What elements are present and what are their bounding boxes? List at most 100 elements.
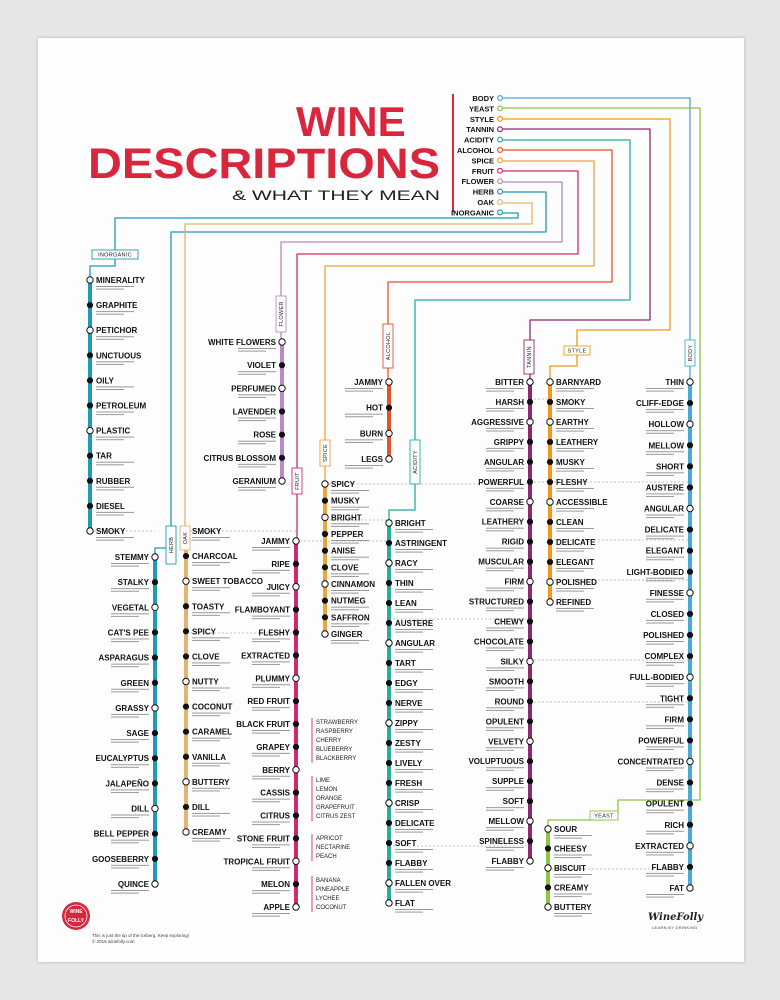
station-spice-7 — [321, 597, 329, 604]
station-oak-3 — [182, 603, 190, 610]
station-label-herb-2: VEGETAL — [112, 603, 149, 612]
station-flower-0 — [278, 338, 286, 346]
station-label-herb-1: STALKY — [118, 578, 150, 587]
station-desc-tannin-15-0 — [486, 687, 524, 689]
station-desc-body-9-0 — [646, 577, 684, 579]
station-desc-acidity-15-0 — [395, 829, 433, 830]
legend-dot-fruit — [497, 167, 504, 174]
station-inorganic-10 — [86, 527, 94, 535]
station-style-8 — [546, 538, 554, 546]
station-desc-body-12-0 — [646, 641, 684, 642]
station-alcohol-0 — [385, 378, 393, 386]
station-label-body-0: THIN — [665, 378, 684, 387]
station-label-style-4: MUSKY — [556, 458, 586, 467]
fruit-lists: STRAWBERRY RASPBERRY CHERRY BLUEBERRY BLACKB… — [311, 718, 358, 912]
station-desc-acidity-17-1 — [395, 871, 423, 873]
station-label-oak-0: SMOKY — [192, 527, 222, 536]
station-acidity-9 — [385, 699, 393, 707]
station-desc-body-22-0 — [646, 851, 684, 853]
line-yeast: SOUR CHEESY BISCUIT CREAMY BUTTERY — [544, 825, 592, 917]
station-label-tannin-6: COARSE — [490, 498, 525, 507]
station-label-tannin-11: STRUCTURED — [469, 598, 524, 607]
box-label-alcohol: ALCOHOL — [386, 332, 392, 360]
station-herb-8 — [151, 755, 159, 762]
legend-dot-acidity — [497, 136, 504, 143]
station-desc-inorganic-5-1 — [96, 414, 124, 416]
station-desc-body-0-1 — [646, 390, 674, 392]
station-desc-acidity-18-1 — [395, 891, 423, 893]
station-desc-style-10-0 — [556, 588, 594, 589]
station-desc-acidity-2-1 — [395, 571, 423, 573]
station-label-oak-5: CLOVE — [192, 652, 220, 661]
station-label-fruit-11: CASSIS — [260, 789, 290, 798]
station-tannin-18 — [526, 737, 534, 745]
station-desc-body-8-1 — [646, 559, 674, 561]
station-fruit-6 — [292, 674, 300, 682]
station-body-9 — [686, 568, 694, 575]
station-label-style-9: ELEGANT — [556, 558, 594, 567]
station-label-spice-8: SAFFRON — [331, 613, 370, 622]
station-label-body-1: CLIFF-EDGE — [636, 399, 685, 408]
station-herb-9 — [151, 780, 159, 787]
station-desc-style-2-0 — [556, 428, 594, 429]
station-herb-5 — [151, 679, 159, 686]
station-desc-inorganic-3-1 — [96, 363, 124, 365]
station-desc-fruit-16-0 — [252, 913, 290, 914]
station-desc-flower-6-0 — [238, 487, 276, 488]
station-label-acidity-13: FRESH — [395, 779, 422, 788]
station-desc-yeast-3-0 — [554, 893, 592, 895]
station-label-herb-9: JALAPEÑO — [105, 779, 149, 788]
legend-item-tannin: TANNIN — [466, 125, 494, 134]
box-label-oak: OAK — [183, 532, 189, 545]
station-desc-flower-4-0 — [238, 440, 276, 442]
station-desc-body-6-1 — [646, 517, 674, 519]
station-desc-body-16-1 — [646, 727, 674, 729]
legend-dot-spice — [497, 157, 504, 164]
station-desc-body-13-0 — [646, 662, 684, 664]
station-desc-herb-4-1 — [111, 666, 139, 668]
station-fruit-14 — [292, 857, 300, 865]
station-acidity-17 — [385, 859, 393, 867]
legend-item-spice: SPICE — [471, 156, 494, 165]
station-desc-acidity-13-0 — [395, 789, 433, 790]
station-desc-body-23-1 — [646, 875, 674, 877]
box-label-flower: FLOWER — [279, 301, 285, 326]
station-herb-3 — [151, 629, 159, 636]
station-label-style-6: ACCESSIBLE — [556, 498, 608, 507]
station-label-body-21: RICH — [664, 821, 684, 830]
fruit-list-citrus-0: LIME — [316, 778, 330, 784]
station-desc-inorganic-8-1 — [96, 489, 124, 491]
station-label-acidity-19: FLAT — [395, 899, 415, 908]
station-desc-style-2-1 — [556, 430, 584, 432]
station-desc-body-19-1 — [646, 791, 674, 793]
box-yeast — [589, 810, 619, 821]
station-body-23 — [686, 863, 694, 871]
station-desc-acidity-5-0 — [395, 629, 433, 630]
station-desc-acidity-15-1 — [395, 831, 423, 833]
box-inorganic — [91, 249, 139, 260]
station-desc-body-5-1 — [646, 496, 674, 498]
station-style-3 — [546, 438, 554, 446]
station-desc-fruit-3-1 — [252, 618, 280, 620]
station-desc-body-0-0 — [646, 388, 684, 389]
station-label-oak-12: CREAMY — [192, 828, 227, 837]
station-desc-alcohol-0-0 — [345, 388, 383, 389]
station-desc-spice-0-0 — [331, 490, 369, 491]
station-desc-fruit-11-0 — [252, 798, 290, 800]
station-fruit-0 — [292, 537, 300, 545]
station-oak-4 — [182, 628, 190, 635]
station-desc-herb-9-1 — [111, 791, 139, 793]
station-desc-acidity-10-0 — [395, 729, 433, 730]
station-desc-acidity-10-1 — [395, 731, 423, 733]
route-inorganic — [114, 212, 519, 250]
station-desc-tannin-20-1 — [486, 789, 514, 791]
station-flower-1 — [278, 362, 286, 369]
station-desc-fruit-4-0 — [252, 638, 290, 640]
station-fruit-2 — [292, 583, 300, 591]
station-herb-10 — [151, 804, 159, 813]
station-body-18 — [686, 757, 694, 766]
station-body-19 — [686, 779, 694, 786]
station-desc-fruit-2-0 — [252, 592, 290, 594]
station-desc-tannin-18-1 — [486, 749, 514, 751]
station-desc-oak-6-1 — [192, 690, 220, 692]
